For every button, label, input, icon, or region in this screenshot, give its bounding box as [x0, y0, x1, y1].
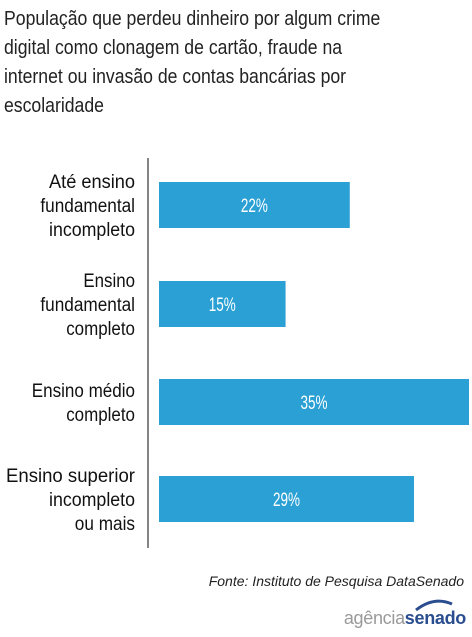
- logo-text-senado: senado: [404, 608, 467, 628]
- logo-swoosh-icon: [415, 599, 453, 612]
- category-label-line: incompleto: [49, 220, 135, 241]
- category-label-line: completo: [66, 405, 135, 426]
- bar-2: [159, 379, 469, 425]
- value-label-3: 29%: [273, 490, 300, 511]
- bar-3: [159, 476, 414, 522]
- bar-1: [159, 281, 286, 327]
- category-label-line: completo: [66, 319, 135, 340]
- category-label-1: Ensino fundamental completo: [40, 271, 135, 340]
- category-label-line: incompleto: [49, 490, 135, 511]
- category-label-line: fundamental: [40, 295, 135, 316]
- bar-0: [159, 182, 350, 228]
- category-label-line: Ensino: [83, 271, 135, 292]
- category-label-0: Até ensino fundamental incompleto: [40, 172, 135, 241]
- category-label-2: Ensino médio completo: [32, 381, 135, 426]
- category-label-line: ou mais: [75, 514, 135, 535]
- value-label-2: 35%: [301, 393, 328, 414]
- category-label-line: fundamental: [40, 196, 135, 217]
- chart-title: População que perdeu dinheiro por algum …: [4, 7, 381, 117]
- category-label-line: Até ensino: [49, 172, 135, 193]
- logo-text-agencia: agência: [343, 608, 405, 628]
- category-label-line: Ensino superior: [6, 466, 136, 487]
- category-label-line: Ensino médio: [32, 381, 135, 402]
- value-label-1: 15%: [209, 295, 236, 316]
- category-label-3: Ensino superior incompleto ou mais: [6, 466, 136, 535]
- agencia-senado-logo: agênciasenado: [344, 608, 466, 629]
- value-label-0: 22%: [241, 196, 268, 217]
- source-note: Fonte: Instituto de Pesquisa DataSenado: [208, 573, 464, 589]
